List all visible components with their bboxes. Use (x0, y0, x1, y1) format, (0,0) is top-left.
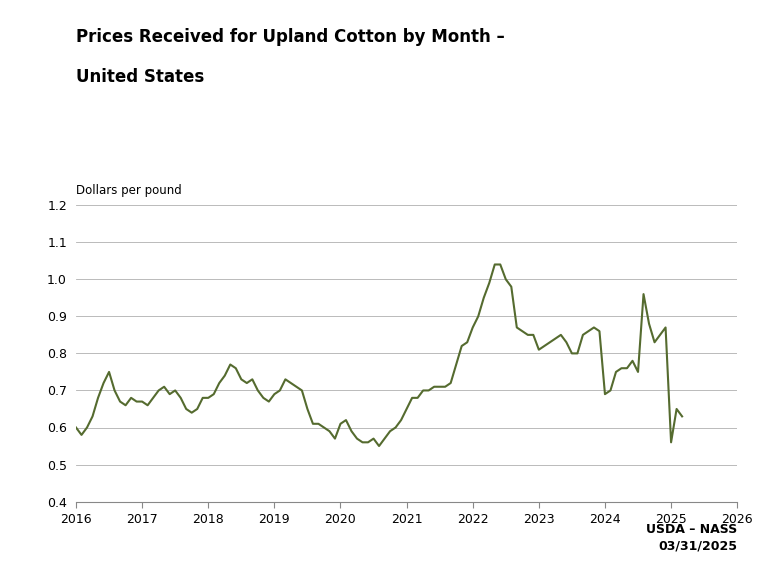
Text: USDA – NASS
03/31/2025: USDA – NASS 03/31/2025 (646, 523, 737, 553)
Text: Prices Received for Upland Cotton by Month –: Prices Received for Upland Cotton by Mon… (76, 28, 505, 47)
Text: United States: United States (76, 68, 204, 87)
Text: Dollars per pound: Dollars per pound (76, 184, 182, 197)
